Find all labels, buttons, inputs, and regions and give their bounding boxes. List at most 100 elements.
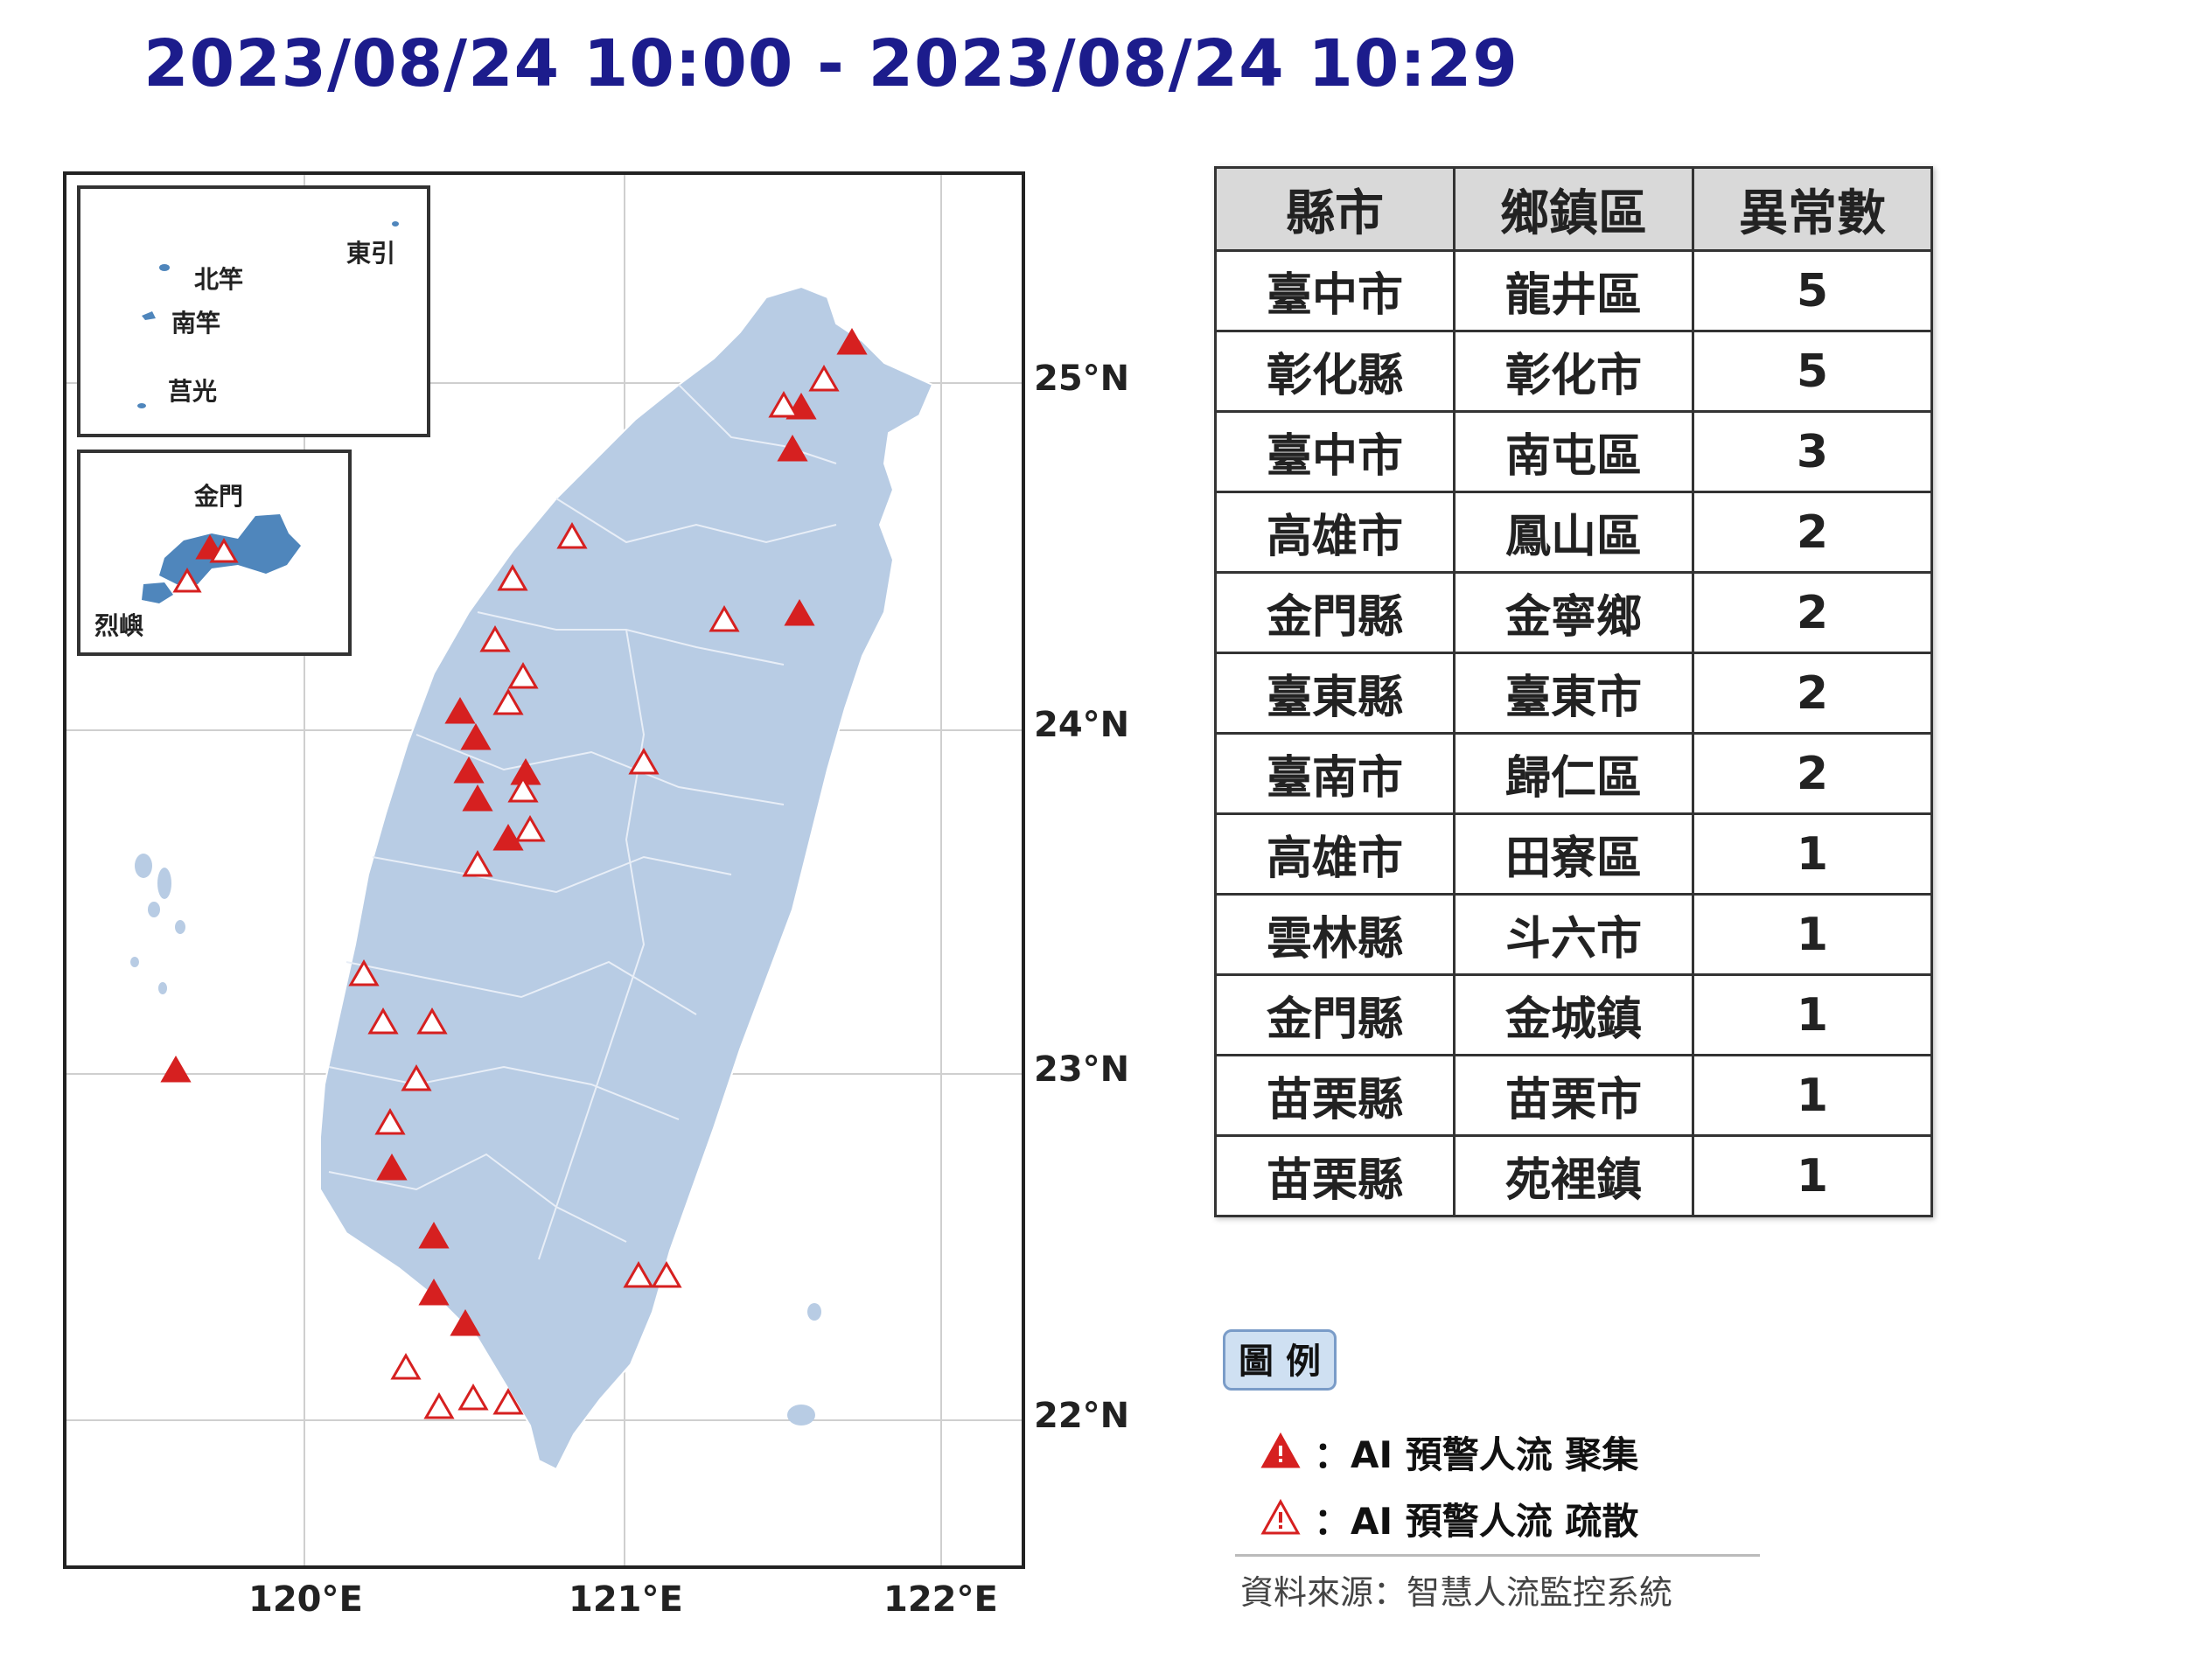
outline-warning-triangle-icon (348, 959, 380, 986)
filled-warning-triangle-icon (376, 1153, 408, 1181)
label-kinmen: 金門 (194, 482, 244, 511)
anomaly-table: 縣市 鄉鎮區 異常數 臺中市 龍井區 5 彰化縣 彰化市 5 臺中市 南屯區 3 高雄市 鳳山… (1214, 166, 1933, 1217)
cell-district: 斗六市 (1453, 893, 1694, 976)
cell-district: 臺東市 (1453, 652, 1694, 735)
cell-county: 高雄市 (1214, 812, 1456, 896)
filled-warning-triangle-icon (462, 784, 493, 812)
filled-warning-triangle-icon (418, 1278, 450, 1306)
label-dongyin: 東引 (346, 239, 396, 268)
outline-warning-triangle-icon (623, 1260, 654, 1288)
cell-county: 臺中市 (1214, 249, 1456, 332)
filled-warning-triangle-icon (460, 722, 492, 750)
cell-county: 苗栗縣 (1214, 1054, 1456, 1137)
label-nangan: 南竿 (171, 309, 221, 338)
table-row: 金門縣 金城鎮 1 (1214, 973, 1933, 1056)
lon-label-121e: 121°E (569, 1579, 683, 1620)
table-row: 臺中市 龍井區 5 (1214, 249, 1933, 332)
table-row: 高雄市 鳳山區 2 (1214, 491, 1933, 574)
outline-warning-triangle-icon (514, 814, 546, 842)
cell-district: 歸仁區 (1453, 732, 1694, 815)
outline-warning-triangle-icon (479, 624, 511, 652)
cell-district: 田寮區 (1453, 812, 1694, 896)
legend-item-dispersal: ：AI 預警人流 疏散 (1260, 1492, 1638, 1544)
cell-county: 金門縣 (1214, 973, 1456, 1056)
lat-label-24n: 24°N (1034, 705, 1130, 745)
cell-count: 5 (1692, 330, 1933, 413)
label-beigan: 北竿 (194, 265, 244, 294)
filled-warning-triangle-icon (784, 598, 815, 626)
cell-count: 3 (1692, 410, 1933, 493)
table-header-row: 縣市 鄉鎮區 異常數 (1214, 166, 1933, 252)
cell-count: 2 (1692, 732, 1933, 815)
gathering-markers[interactable] (160, 327, 868, 1336)
outline-warning-triangle-icon (1260, 1498, 1301, 1535)
filled-warning-triangle-icon (444, 696, 476, 724)
outline-warning-triangle-icon (462, 849, 493, 877)
table-row: 彰化縣 彰化市 5 (1214, 330, 1933, 413)
table-row: 臺東縣 臺東市 2 (1214, 652, 1933, 735)
cell-count: 2 (1692, 652, 1933, 735)
filled-warning-triangle-icon (453, 756, 485, 784)
filled-warning-triangle-icon (777, 434, 808, 462)
outline-warning-triangle-icon (651, 1260, 682, 1288)
outline-warning-triangle-icon (507, 775, 539, 803)
data-source: 資料來源：智慧人流監控系統 (1240, 1573, 1673, 1612)
source-divider (1235, 1554, 1760, 1557)
cell-district: 金城鎮 (1453, 973, 1694, 1056)
inset-kinmen: 金門 烈嶼 (77, 450, 352, 656)
outline-warning-triangle-icon (768, 390, 799, 418)
lat-label-25n: 25°N (1034, 359, 1130, 399)
label-lieyu: 烈嶼 (94, 611, 144, 640)
cell-district: 鳳山區 (1453, 491, 1694, 574)
outline-warning-triangle-icon (492, 687, 524, 715)
cell-district: 南屯區 (1453, 410, 1694, 493)
cell-count: 1 (1692, 893, 1933, 976)
header-district: 鄉鎮區 (1453, 166, 1694, 252)
cell-county: 雲林縣 (1214, 893, 1456, 976)
map-panel[interactable]: 東引 北竿 南竿 莒光 金門 烈嶼 (63, 171, 1025, 1569)
outline-warning-triangle-icon (172, 568, 202, 593)
lon-label-122e: 122°E (883, 1579, 998, 1620)
filled-warning-triangle-icon (418, 1221, 450, 1249)
anomaly-table-wrap: 縣市 鄉鎮區 異常數 臺中市 龍井區 5 彰化縣 彰化市 5 臺中市 南屯區 3 高雄市 鳳山… (1214, 166, 1933, 1217)
table-row: 金門縣 金寧鄉 2 (1214, 571, 1933, 654)
cell-count: 1 (1692, 812, 1933, 896)
outline-warning-triangle-icon (497, 563, 528, 591)
cell-count: 2 (1692, 571, 1933, 654)
lat-label-22n: 22°N (1034, 1396, 1130, 1436)
legend-gathering-label: ：AI 預警人流 聚集 (1314, 1433, 1639, 1476)
cell-count: 1 (1692, 973, 1933, 1056)
outline-warning-triangle-icon (507, 661, 539, 689)
filled-warning-triangle-icon (450, 1308, 481, 1336)
header-county: 縣市 (1214, 166, 1456, 252)
outline-warning-triangle-icon (628, 747, 660, 775)
penghu-islands (130, 854, 185, 994)
inset-matsu: 東引 北竿 南竿 莒光 (77, 185, 430, 437)
filled-warning-triangle-icon (492, 823, 524, 851)
cell-district: 龍井區 (1453, 249, 1694, 332)
table-row: 高雄市 田寮區 1 (1214, 812, 1933, 896)
legend-title: 圖 例 (1223, 1329, 1337, 1391)
cell-district: 金寧鄉 (1453, 571, 1694, 654)
cell-county: 臺南市 (1214, 732, 1456, 815)
outline-warning-triangle-icon (556, 521, 588, 549)
table-row: 苗栗縣 苗栗市 1 (1214, 1054, 1933, 1137)
outline-warning-triangle-icon (390, 1352, 422, 1380)
cell-county: 金門縣 (1214, 571, 1456, 654)
map-title: 2023/08/24 10:00 - 2023/08/24 10:29 (143, 26, 1518, 101)
table-row: 臺南市 歸仁區 2 (1214, 732, 1933, 815)
cell-count: 1 (1692, 1134, 1933, 1217)
outline-warning-triangle-icon (423, 1391, 455, 1419)
orchid-island (787, 1405, 815, 1426)
taiwan-island (319, 285, 934, 1471)
header-count: 異常數 (1692, 166, 1933, 252)
outline-warning-triangle-icon (457, 1383, 489, 1411)
lat-label-23n: 23°N (1034, 1049, 1130, 1090)
label-juguang: 莒光 (168, 377, 218, 406)
cell-county: 苗栗縣 (1214, 1134, 1456, 1217)
dispersal-markers[interactable] (348, 364, 840, 1419)
green-island (807, 1303, 821, 1321)
cell-count: 1 (1692, 1054, 1933, 1137)
table-row: 雲林縣 斗六市 1 (1214, 893, 1933, 976)
kinmen-islands (142, 514, 301, 603)
